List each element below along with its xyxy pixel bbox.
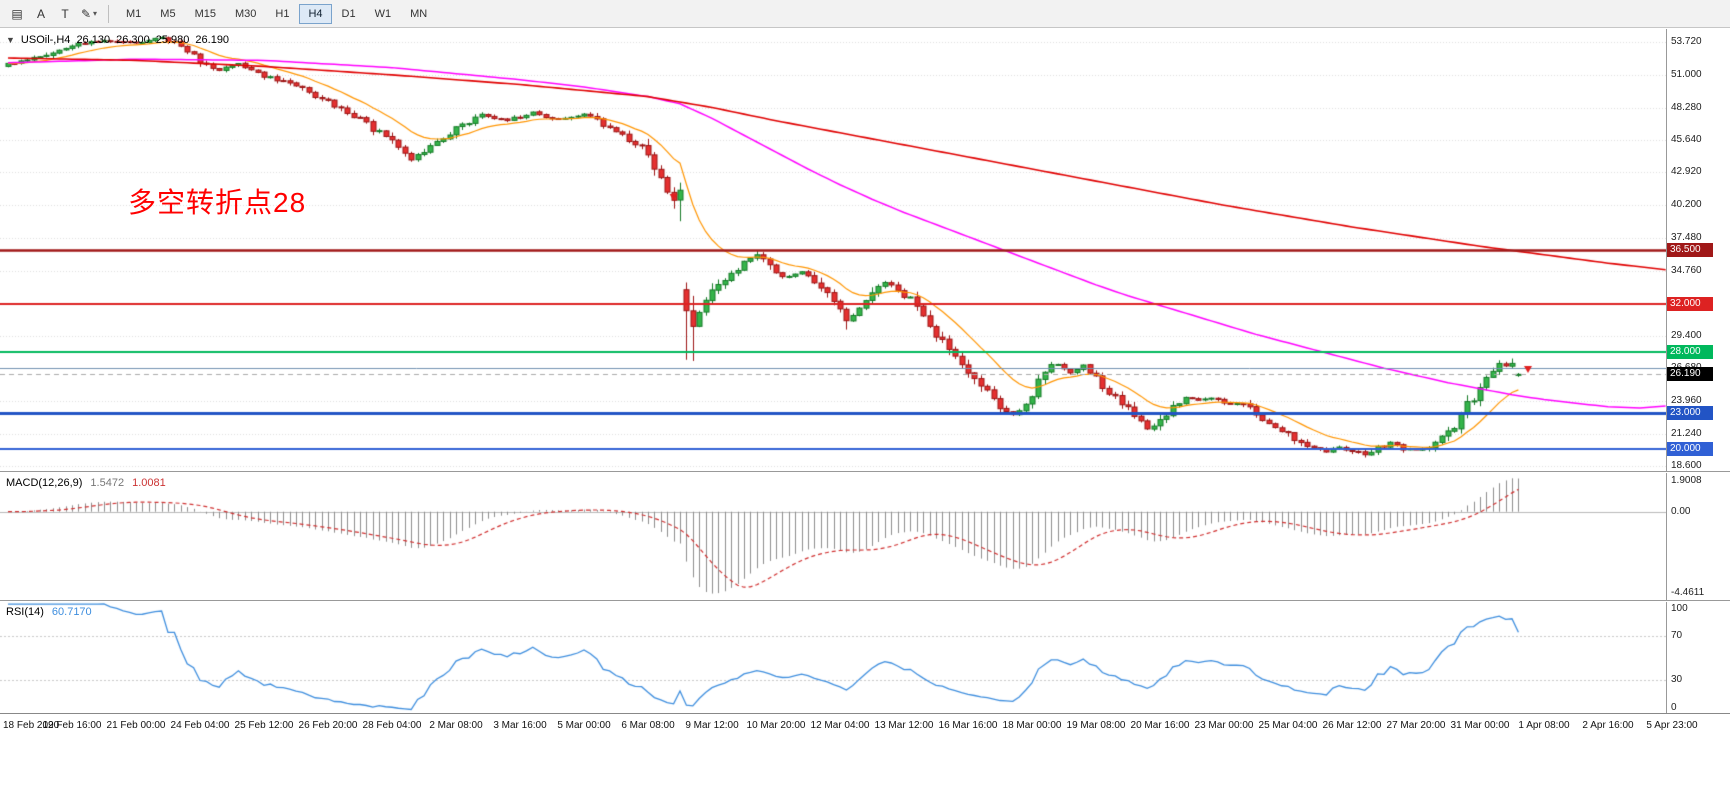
price-axis-label: 48.280 xyxy=(1671,101,1702,113)
rsi-chart-canvas[interactable] xyxy=(0,602,1666,714)
macd-name: MACD(12,26,9) xyxy=(6,477,83,489)
current-price-badge: 26.190 xyxy=(1667,367,1713,382)
time-axis-label: 23 Mar 00:00 xyxy=(1194,720,1254,731)
time-axis-label: 24 Feb 04:00 xyxy=(170,720,230,731)
price-line-badge: 28.000 xyxy=(1667,345,1713,360)
price-axis-label: 34.760 xyxy=(1671,264,1702,276)
rsi-axis-label: 100 xyxy=(1671,603,1688,614)
tile-grid-icon: ▤ xyxy=(11,6,23,21)
time-axis-label: 21 Feb 00:00 xyxy=(106,720,166,731)
ohlc-high: 26.300 xyxy=(116,34,150,46)
time-axis-label: 26 Mar 12:00 xyxy=(1322,720,1382,731)
price-axis-label: 18.600 xyxy=(1671,459,1702,471)
rsi-axis-label: 0 xyxy=(1671,702,1677,713)
rsi-axis-label: 70 xyxy=(1671,629,1683,641)
time-axis-label: 2 Mar 08:00 xyxy=(429,720,483,731)
price-line-badge: 36.500 xyxy=(1667,242,1713,257)
macd-chart-canvas[interactable] xyxy=(0,473,1666,601)
macd-axis-bottom-label: -4.4611 xyxy=(1671,587,1705,598)
time-axis-label: 25 Feb 12:00 xyxy=(234,720,294,731)
macd-panel: MACD(12,26,9) 1.5472 1.0081 1.9008 0.00 … xyxy=(0,473,1730,601)
chart-annotation-text[interactable]: 多空转折点28 xyxy=(128,187,307,218)
time-axis-label: 20 Mar 16:00 xyxy=(1130,720,1190,731)
toolbar-separator xyxy=(108,4,109,23)
toolbar: ▤ A T ✎ ▾ M1 M5 M15 M30 H1 H4 D1 W1 MN xyxy=(0,0,1730,28)
time-axis-label: 16 Mar 16:00 xyxy=(938,720,998,731)
chart-header: ▼ USOil-,H4 26.130 26.300 25.980 26.190 xyxy=(6,34,229,46)
time-axis-label: 31 Mar 00:00 xyxy=(1450,720,1510,731)
macd-axis[interactable]: 1.9008 0.00 -4.4611 xyxy=(1666,473,1730,600)
price-axis-label: 23.960 xyxy=(1671,395,1702,407)
timeframe-button-mn[interactable]: MN xyxy=(401,4,436,24)
ohlc-close: 26.190 xyxy=(195,34,230,46)
macd-main-value: 1.5472 xyxy=(90,477,125,489)
price-axis-label: 21.240 xyxy=(1671,428,1702,440)
time-axis-label: 2 Apr 16:00 xyxy=(1582,720,1634,731)
price-axis-label: 29.400 xyxy=(1671,329,1702,341)
ohlc-open: 26.130 xyxy=(76,34,111,46)
timeframe-button-h4[interactable]: H4 xyxy=(299,3,332,24)
chevron-down-icon: ▾ xyxy=(93,9,98,18)
price-axis-label: 40.200 xyxy=(1671,199,1702,211)
time-axis-label: 12 Mar 04:00 xyxy=(810,720,870,731)
price-axis-label: 45.640 xyxy=(1671,133,1702,145)
oneclick-expand-icon[interactable]: ▼ xyxy=(6,35,15,45)
rsi-name: RSI(14) xyxy=(6,606,44,618)
macd-axis-zero-label: 0.00 xyxy=(1671,505,1691,517)
time-axis-label: 10 Mar 20:00 xyxy=(746,720,806,731)
price-line-badge: 32.000 xyxy=(1667,297,1713,312)
main-chart-panel: ▼ USOil-,H4 26.130 26.300 25.980 26.190 … xyxy=(0,29,1730,472)
time-axis-label: 9 Mar 12:00 xyxy=(685,720,739,731)
time-axis-label: 26 Feb 20:00 xyxy=(298,720,358,731)
time-axis-label: 5 Apr 23:00 xyxy=(1646,720,1698,731)
symbol-timeframe-label: USOil-,H4 xyxy=(20,34,71,46)
price-axis-label: 37.480 xyxy=(1671,232,1702,244)
price-axis[interactable]: 53.720 51.000 48.280 45.640 42.920 40.200 37.4… xyxy=(1666,29,1730,471)
rsi-axis-label: 30 xyxy=(1671,674,1683,686)
macd-label: MACD(12,26,9) 1.5472 1.0081 xyxy=(6,477,166,489)
price-chart-canvas[interactable] xyxy=(0,29,1666,472)
price-axis-label: 42.920 xyxy=(1671,166,1702,178)
price-line-badge: 23.000 xyxy=(1667,405,1713,420)
time-axis-label: 5 Mar 00:00 xyxy=(557,720,611,731)
time-axis-label: 13 Mar 12:00 xyxy=(874,720,934,731)
time-axis-label: 19 Feb 16:00 xyxy=(42,720,102,731)
time-axis-label: 18 Feb 2020 xyxy=(3,720,60,731)
timeframe-group: M1 M5 M15 M30 H1 H4 D1 W1 MN xyxy=(117,3,436,24)
timeframe-button-w1[interactable]: W1 xyxy=(366,4,401,24)
time-axis-label: 18 Mar 00:00 xyxy=(1002,720,1062,731)
rsi-axis[interactable]: 100 70 30 0 xyxy=(1666,602,1730,713)
timeframe-button-h1[interactable]: H1 xyxy=(266,4,298,24)
rsi-value: 60.7170 xyxy=(51,606,92,618)
time-axis-label: 28 Feb 04:00 xyxy=(362,720,422,731)
macd-signal-value: 1.0081 xyxy=(132,477,166,489)
ohlc-low: 25.980 xyxy=(155,34,190,46)
time-axis-label: 19 Mar 08:00 xyxy=(1066,720,1126,731)
time-axis-label: 6 Mar 08:00 xyxy=(621,720,675,731)
timeframe-button-m30[interactable]: M30 xyxy=(226,4,265,24)
time-axis[interactable]: 18 Feb 2020 19 Feb 16:00 21 Feb 00:00 24 Fe… xyxy=(0,715,1730,739)
rsi-panel: RSI(14) 60.7170 100 70 30 0 xyxy=(0,602,1730,714)
timeframe-button-d1[interactable]: D1 xyxy=(333,4,365,24)
rsi-label: RSI(14) 60.7170 xyxy=(6,606,92,618)
macd-axis-top-label: 1.9008 xyxy=(1671,475,1702,486)
price-line-badge: 20.000 xyxy=(1667,442,1713,457)
text-label-a-button[interactable]: A xyxy=(30,3,52,25)
time-axis-label: 27 Mar 20:00 xyxy=(1386,720,1446,731)
chart-windows-icon[interactable]: ▤ xyxy=(6,3,28,25)
text-label-t-button[interactable]: T xyxy=(54,3,76,25)
timeframe-button-m15[interactable]: M15 xyxy=(186,4,225,24)
pencil-icon: ✎ xyxy=(80,6,92,21)
timeframe-button-m1[interactable]: M1 xyxy=(117,4,150,24)
timeframe-button-m5[interactable]: M5 xyxy=(151,4,184,24)
time-axis-label: 25 Mar 04:00 xyxy=(1258,720,1318,731)
time-axis-label: 3 Mar 16:00 xyxy=(493,720,547,731)
time-axis-label: 1 Apr 08:00 xyxy=(1518,720,1570,731)
price-axis-label: 53.720 xyxy=(1671,36,1702,48)
draw-tool-button[interactable]: ✎ ▾ xyxy=(78,3,100,25)
price-axis-label: 51.000 xyxy=(1671,68,1702,80)
